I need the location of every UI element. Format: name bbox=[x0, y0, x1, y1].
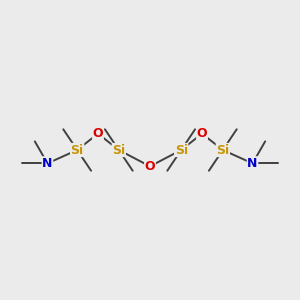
Text: N: N bbox=[248, 157, 258, 170]
Text: Si: Si bbox=[216, 143, 230, 157]
Text: Si: Si bbox=[175, 143, 188, 157]
Text: Si: Si bbox=[70, 143, 84, 157]
Text: O: O bbox=[145, 160, 155, 173]
Text: O: O bbox=[93, 127, 103, 140]
Text: O: O bbox=[197, 127, 207, 140]
Text: N: N bbox=[42, 157, 52, 170]
Text: Si: Si bbox=[112, 143, 125, 157]
